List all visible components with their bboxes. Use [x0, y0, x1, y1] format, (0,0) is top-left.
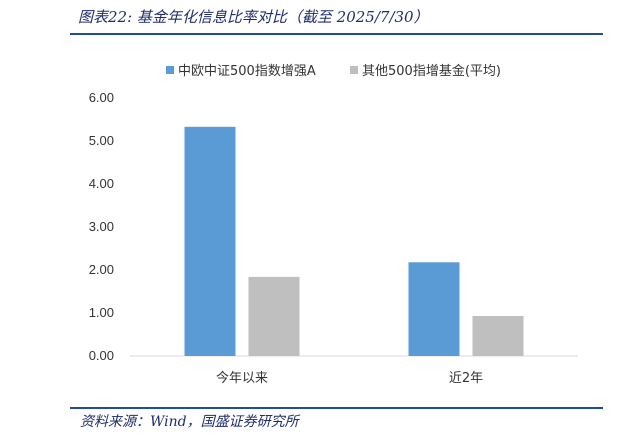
y-tick-label: 2.00: [89, 262, 114, 277]
y-tick-label: 4.00: [89, 176, 114, 191]
legend-swatch: [350, 66, 358, 74]
y-tick-label: 3.00: [89, 219, 114, 234]
top-rule: [70, 33, 603, 35]
y-tick-label: 6.00: [89, 90, 114, 105]
x-tick-label: 近2年: [449, 371, 483, 386]
bar: [472, 316, 524, 356]
chart-title: 图表22: 基金年化信息比率对比（截至 2025/7/30）: [78, 8, 429, 26]
y-tick-label: 0.00: [89, 348, 114, 363]
y-tick-label: 5.00: [89, 133, 114, 148]
legend-swatch: [166, 66, 174, 74]
bar: [408, 262, 460, 356]
bottom-rule: [70, 407, 603, 409]
legend-label: 中欧中证500指数增强A: [178, 64, 316, 79]
y-tick-label: 1.00: [89, 305, 114, 320]
x-tick-label: 今年以来: [216, 370, 268, 386]
bar: [184, 126, 236, 356]
bar: [248, 276, 300, 356]
legend-label: 其他500指增基金(平均): [362, 63, 501, 79]
source-note: 资料来源：Wind，国盛证券研究所: [80, 414, 299, 430]
